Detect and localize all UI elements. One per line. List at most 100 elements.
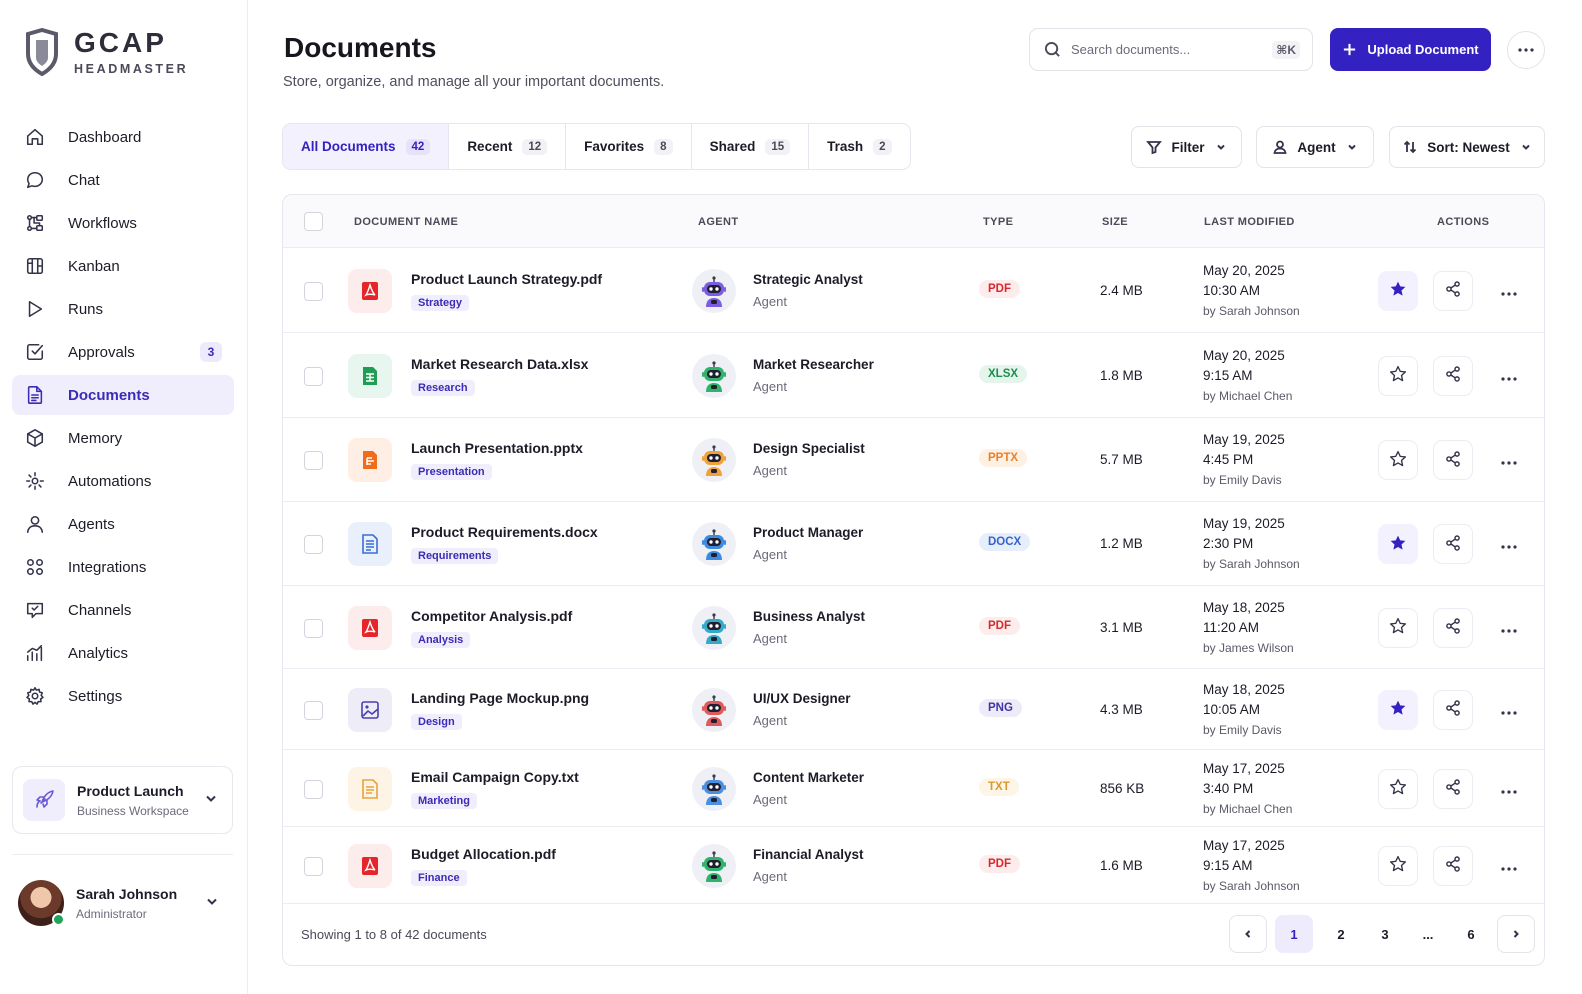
column-header-type[interactable]: TYPE (983, 216, 1014, 228)
share-button[interactable] (1433, 845, 1473, 886)
row-checkbox[interactable] (304, 366, 323, 386)
pagination-next-button[interactable] (1497, 915, 1535, 953)
favorite-button[interactable] (1378, 355, 1418, 396)
table-row[interactable]: Budget Allocation.pdf Finance Financial An… (283, 827, 1544, 904)
table-row[interactable]: Competitor Analysis.pdf Analysis Business … (283, 586, 1544, 669)
pagination-page-2[interactable]: 2 (1337, 926, 1345, 942)
file-size: 856 KB (1100, 780, 1145, 796)
tab-favorites[interactable]: Favorites 8 (566, 124, 692, 169)
favorite-button[interactable] (1378, 845, 1418, 886)
table-row[interactable]: Product Requirements.docx Requirements Pro… (283, 502, 1544, 586)
favorite-button[interactable] (1378, 768, 1418, 809)
document-name[interactable]: Competitor Analysis.pdf (411, 607, 573, 624)
sidebar-item-dashboard[interactable]: Dashboard (12, 117, 234, 157)
sort-button[interactable]: Sort: Newest (1389, 126, 1545, 168)
column-header-actions: ACTIONS (1437, 216, 1490, 228)
document-name[interactable]: Budget Allocation.pdf (411, 845, 556, 862)
column-header-agent[interactable]: AGENT (698, 216, 739, 228)
share-button[interactable] (1433, 524, 1473, 564)
filter-button[interactable]: Filter (1131, 126, 1242, 168)
row-more-button[interactable] (1499, 281, 1519, 301)
column-header-last-modified[interactable]: LAST MODIFIED (1204, 216, 1295, 228)
row-more-button[interactable] (1499, 856, 1519, 876)
row-checkbox[interactable] (304, 700, 323, 720)
tab-trash[interactable]: Trash 2 (809, 124, 909, 169)
column-header-name[interactable]: DOCUMENT NAME (354, 216, 459, 228)
column-header-size[interactable]: SIZE (1102, 216, 1129, 228)
document-icon (24, 384, 46, 406)
sidebar-item-channels[interactable]: Channels (12, 590, 234, 630)
row-checkbox[interactable] (304, 535, 323, 554)
sidebar-item-integrations[interactable]: Integrations (12, 547, 234, 587)
sidebar-item-label: Analytics (68, 644, 129, 662)
table-row[interactable]: Landing Page Mockup.png Design UI/UX Desig… (283, 669, 1544, 750)
document-name[interactable]: Product Requirements.docx (411, 524, 598, 540)
sidebar-item-kanban[interactable]: Kanban (12, 246, 234, 286)
sidebar-item-documents[interactable]: Documents (12, 375, 234, 415)
favorite-button[interactable] (1378, 524, 1418, 564)
table-row[interactable]: Market Research Data.xlsx Research Market … (283, 333, 1544, 418)
row-checkbox[interactable] (304, 281, 323, 301)
pptx-file-icon (348, 438, 392, 482)
row-more-button[interactable] (1499, 366, 1519, 386)
share-button[interactable] (1433, 689, 1473, 730)
share-button[interactable] (1433, 355, 1473, 396)
pagination-page-6[interactable]: 6 (1467, 926, 1475, 942)
sidebar-item-workflows[interactable]: Workflows (12, 203, 234, 243)
sidebar-item-approvals[interactable]: Approvals 3 (12, 332, 234, 372)
sidebar-item-memory[interactable]: Memory (12, 418, 234, 458)
table-row[interactable]: Email Campaign Copy.txt Marketing Content … (283, 750, 1544, 827)
row-checkbox[interactable] (304, 451, 323, 470)
row-more-button[interactable] (1499, 534, 1519, 554)
row-checkbox[interactable] (304, 779, 323, 799)
xlsx-file-icon (348, 353, 392, 398)
sidebar-item-label: Documents (68, 386, 150, 404)
row-checkbox[interactable] (304, 618, 323, 638)
row-checkbox[interactable] (304, 856, 323, 876)
tab-all-documents[interactable]: All Documents 42 (283, 124, 450, 169)
search-input[interactable] (1071, 42, 1261, 57)
sidebar-item-analytics[interactable]: Analytics (12, 633, 234, 673)
table-row[interactable]: Launch Presentation.pptx Presentation Desi… (283, 418, 1544, 502)
row-more-button[interactable] (1499, 779, 1519, 799)
favorite-button[interactable] (1378, 607, 1418, 648)
table-row[interactable]: Product Launch Strategy.pdf Strategy Strat… (283, 248, 1544, 333)
document-name[interactable]: Market Research Data.xlsx (411, 355, 589, 372)
agent-name: Design Specialist (753, 441, 865, 456)
upload-document-button[interactable]: Upload Document (1330, 28, 1491, 71)
pagination-prev-button[interactable] (1229, 915, 1267, 953)
favorite-button[interactable] (1378, 689, 1418, 730)
document-name[interactable]: Landing Page Mockup.png (411, 689, 590, 706)
search-box[interactable]: ⌘K (1029, 28, 1313, 71)
sidebar-item-chat[interactable]: Chat (12, 160, 234, 200)
share-button[interactable] (1433, 270, 1473, 311)
share-button[interactable] (1433, 768, 1473, 809)
favorite-button[interactable] (1378, 440, 1418, 480)
sidebar-item-automations[interactable]: Automations (12, 461, 234, 501)
agent-filter-button[interactable]: Agent (1256, 126, 1374, 168)
sidebar-item-agents[interactable]: Agents (12, 504, 234, 544)
tab-recent[interactable]: Recent 12 (449, 124, 567, 169)
favorite-button[interactable] (1378, 270, 1418, 311)
sidebar-item-runs[interactable]: Runs (12, 289, 234, 329)
sidebar-item-settings[interactable]: Settings (12, 676, 234, 716)
tab-shared[interactable]: Shared 15 (692, 124, 810, 169)
document-name[interactable]: Launch Presentation.pptx (411, 440, 583, 456)
row-more-button[interactable] (1499, 700, 1519, 720)
file-size: 1.6 MB (1100, 857, 1143, 873)
document-name[interactable]: Email Campaign Copy.txt (411, 768, 579, 785)
pagination-page-1[interactable]: 1 (1275, 915, 1313, 953)
agent-role: Agent (753, 791, 787, 807)
pagination-page-3[interactable]: 3 (1381, 926, 1389, 942)
document-name[interactable]: Product Launch Strategy.pdf (411, 270, 603, 287)
brand-logo[interactable]: GCAP HEADMASTER (24, 28, 188, 76)
share-button[interactable] (1433, 440, 1473, 480)
user-menu[interactable]: Sarah Johnson Administrator (18, 878, 233, 928)
star-icon (1389, 778, 1407, 799)
share-button[interactable] (1433, 607, 1473, 648)
row-more-button[interactable] (1499, 618, 1519, 638)
select-all-checkbox[interactable] (304, 212, 323, 231)
more-options-button[interactable] (1507, 31, 1545, 69)
workspace-switcher[interactable]: Product Launch Business Workspace (12, 766, 233, 834)
row-more-button[interactable] (1499, 450, 1519, 470)
